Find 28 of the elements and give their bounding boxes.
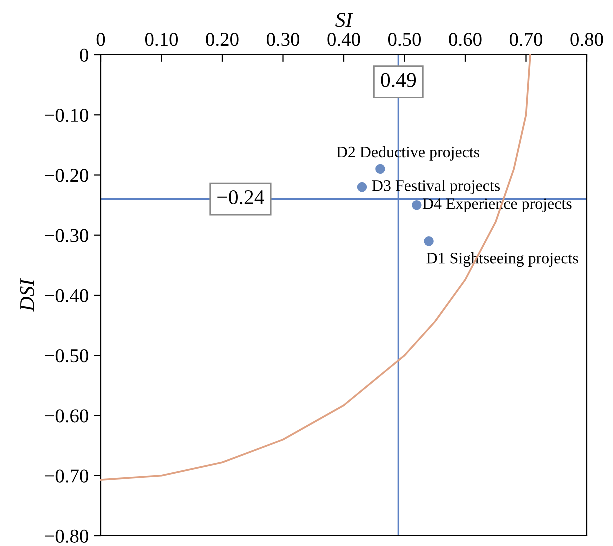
y-tick-label: −0.10 <box>45 108 88 122</box>
x-tick-label: 0.40 <box>328 33 360 46</box>
point <box>412 200 422 210</box>
x-tick-label: 0 <box>96 33 106 46</box>
y-tick-label: −0.70 <box>45 470 88 483</box>
y-tick-label: −0.30 <box>45 229 88 242</box>
x-tick-label: 0.30 <box>266 33 300 46</box>
point <box>376 164 386 174</box>
point <box>357 182 368 192</box>
x-tick-label: 0.10 <box>145 33 178 46</box>
ref-line-label: −0.24 <box>218 190 265 205</box>
annotation: D1 Sightseeing projects <box>426 252 578 268</box>
y-tick-label: −0.40 <box>45 289 88 303</box>
y-tick-label: −0.50 <box>45 349 88 363</box>
y-axis-title: DSI <box>20 278 34 312</box>
x-tick-label: 0.60 <box>449 33 482 46</box>
ref-line-label: 0.49 <box>381 73 416 88</box>
x-tick-label: 0.80 <box>570 33 604 46</box>
x-tick-label: 0.50 <box>388 33 422 46</box>
y-tick-label: −0.60 <box>45 410 88 423</box>
x-axis-title: SI <box>336 13 354 28</box>
y-tick-label: 0 <box>80 48 88 62</box>
y-tick-label: −0.20 <box>45 169 88 182</box>
y-tick-label: −0.80 <box>45 530 88 544</box>
x-tick-label: 0.70 <box>510 33 543 46</box>
point <box>424 236 434 246</box>
annotation: D4 Experience projects <box>422 198 572 213</box>
x-tick-label: 0.20 <box>206 33 239 46</box>
